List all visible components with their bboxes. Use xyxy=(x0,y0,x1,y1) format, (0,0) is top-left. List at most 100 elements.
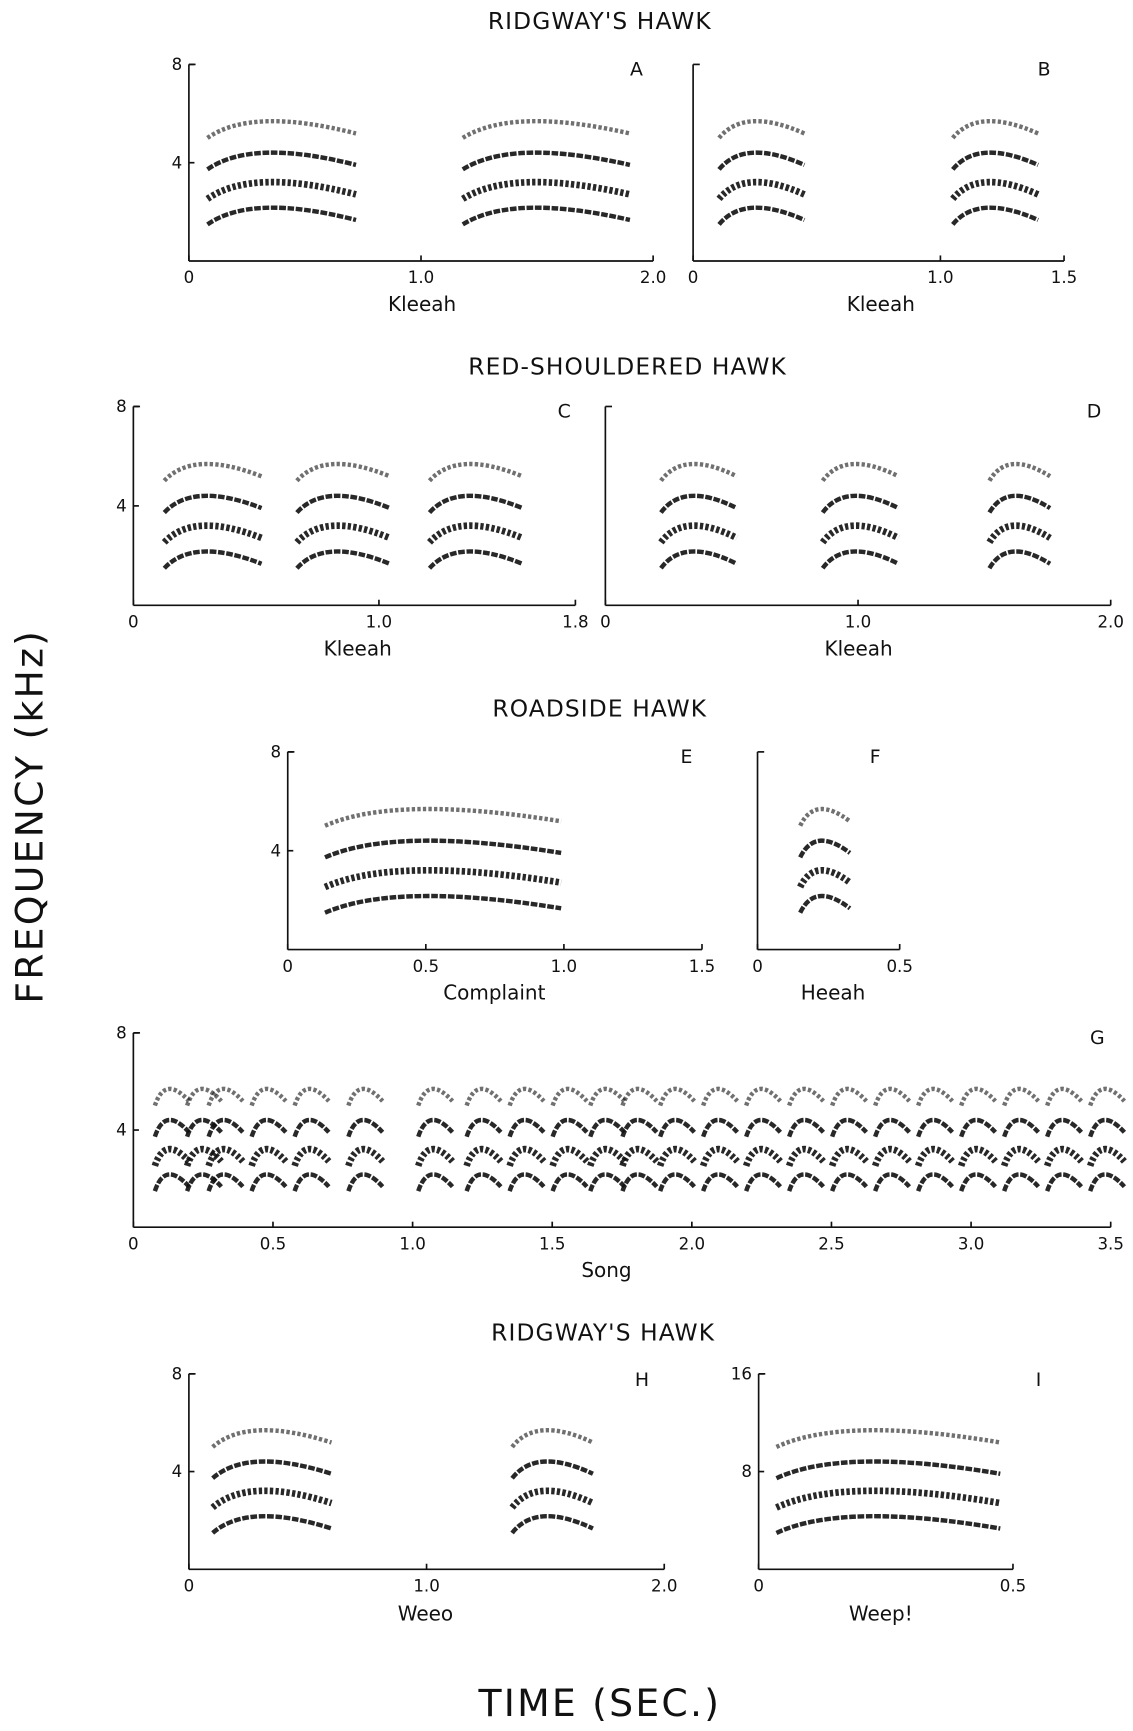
spectrogram-trace xyxy=(252,1149,286,1166)
x-tick-label: 0 xyxy=(752,957,763,976)
spectrogram-trace xyxy=(155,1149,189,1166)
panel-letter: E xyxy=(680,746,692,768)
spectrogram-trace xyxy=(800,809,850,826)
x-tick-label: 0 xyxy=(184,268,195,287)
spectrogram-trace xyxy=(823,496,899,513)
spectrogram-trace xyxy=(989,496,1050,513)
spectrogram-trace xyxy=(348,1120,382,1137)
spectrogram-trace xyxy=(1047,1174,1081,1191)
y-tick-label: 8 xyxy=(270,742,281,761)
spectrogram-trace xyxy=(207,153,356,170)
spectrogram-trace xyxy=(325,841,561,858)
spectrogram-trace xyxy=(207,121,356,138)
spectrogram-trace xyxy=(164,464,261,481)
panel-letter: B xyxy=(1038,59,1051,81)
spectrogram-trace xyxy=(590,1120,624,1137)
spectrogram-trace xyxy=(295,1120,329,1137)
call-label: Song xyxy=(581,1258,631,1282)
spectrogram-trace xyxy=(512,1430,593,1447)
x-tick-label: 0.5 xyxy=(886,957,912,976)
spectrogram-trace xyxy=(961,1089,995,1106)
spectrogram-trace xyxy=(746,1174,780,1191)
spectrogram-trace xyxy=(297,551,390,568)
spectrogram-trace xyxy=(325,809,561,826)
x-tick-label: 1.8 xyxy=(562,612,588,631)
panel-letter: H xyxy=(635,1369,649,1391)
spectrogram-trace xyxy=(252,1174,286,1191)
y-tick-label: 4 xyxy=(172,153,183,172)
spectrogram-trace xyxy=(348,1174,382,1191)
spectrogram-trace xyxy=(295,1174,329,1191)
spectrogram-trace xyxy=(953,208,1038,225)
x-tick-label: 0.5 xyxy=(413,957,439,976)
section-title: RED-SHOULDERED HAWK xyxy=(468,353,787,380)
x-tick-label: 0 xyxy=(688,268,699,287)
spectrogram-trace xyxy=(918,1149,952,1166)
spectrogram-trace xyxy=(348,1089,382,1106)
spectrogram-trace xyxy=(800,896,850,913)
x-tick-label: 0 xyxy=(282,957,293,976)
call-label: Weeo xyxy=(398,1601,453,1625)
spectrogram-trace xyxy=(418,1174,452,1191)
panel-letter: A xyxy=(630,59,643,81)
spectrogram-trace xyxy=(746,1149,780,1166)
spectrogram-trace xyxy=(164,551,261,568)
spectrogram-trace xyxy=(590,1174,624,1191)
spectrogram-trace xyxy=(776,1430,1000,1447)
spectrogram-trace xyxy=(295,1089,329,1106)
y-tick-label: 4 xyxy=(116,1121,127,1140)
spectrogram-trace xyxy=(823,464,899,481)
x-tick-label: 2.0 xyxy=(679,1234,705,1253)
spectrogram-trace xyxy=(660,1089,694,1106)
spectrogram-trace xyxy=(776,1491,1000,1508)
spectrogram-trace xyxy=(207,182,356,199)
spectrogram-trace xyxy=(164,496,261,513)
x-tick-label: 2.5 xyxy=(818,1234,844,1253)
spectrogram-trace xyxy=(1047,1089,1081,1106)
x-tick-label: 1.5 xyxy=(539,1234,565,1253)
spectrogram-trace xyxy=(430,551,523,568)
spectrogram-trace xyxy=(961,1174,995,1191)
spectrogram-trace xyxy=(209,1089,243,1106)
x-tick-label: 1.0 xyxy=(927,268,953,287)
spectrogram-trace xyxy=(661,464,737,481)
x-tick-label: 1.0 xyxy=(399,1234,425,1253)
x-tick-label: 1.5 xyxy=(689,957,715,976)
spectrogram-trace xyxy=(209,1120,243,1137)
spectrogram-trace xyxy=(918,1120,952,1137)
spectrogram-trace xyxy=(467,1149,501,1166)
spectrogram-trace xyxy=(553,1149,587,1166)
spectrogram-trace xyxy=(463,208,630,225)
spectrogram-trace xyxy=(789,1120,823,1137)
spectrogram-trace xyxy=(660,1149,694,1166)
spectrogram-trace xyxy=(1004,1174,1038,1191)
spectrogram-trace xyxy=(800,841,850,858)
spectrogram-trace xyxy=(187,1120,221,1137)
spectrogram-trace xyxy=(164,526,261,543)
spectrogram-trace xyxy=(776,1461,1000,1478)
spectrogram-trace xyxy=(1090,1120,1124,1137)
y-tick-label: 16 xyxy=(731,1364,752,1383)
spectrogram-trace xyxy=(213,1491,332,1508)
spectrogram-trace xyxy=(623,1149,657,1166)
spectrogram-trace xyxy=(297,496,390,513)
spectrogram-trace xyxy=(660,1120,694,1137)
spectrogram-trace xyxy=(463,182,630,199)
spectrogram-trace xyxy=(213,1430,332,1447)
y-tick-label: 4 xyxy=(172,1462,183,1481)
spectrogram-trace xyxy=(463,153,630,170)
spectrogram-trace xyxy=(187,1089,221,1106)
spectrogram-trace xyxy=(703,1149,737,1166)
page: { "y_axis_label": "FREQUENCY (kHz)", "x_… xyxy=(0,0,1133,1727)
spectrogram-trace xyxy=(467,1174,501,1191)
spectrogram-trace xyxy=(1090,1174,1124,1191)
x-axis-label: TIME (SEC.) xyxy=(477,1681,721,1725)
spectrogram-trace xyxy=(823,551,899,568)
spectrogram-trace xyxy=(961,1149,995,1166)
spectrogram-trace xyxy=(295,1149,329,1166)
x-tick-label: 1.0 xyxy=(366,612,392,631)
spectrogram-trace xyxy=(953,182,1038,199)
spectrogram-trace xyxy=(789,1149,823,1166)
spectrogram-trace xyxy=(467,1089,501,1106)
section-title: RIDGWAY'S HAWK xyxy=(488,8,712,35)
